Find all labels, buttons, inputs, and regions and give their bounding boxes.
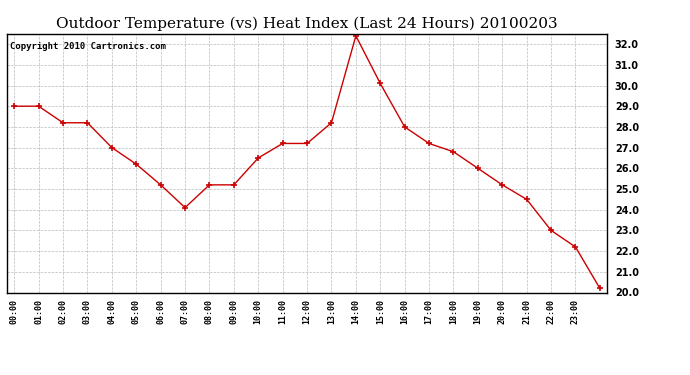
Title: Outdoor Temperature (vs) Heat Index (Last 24 Hours) 20100203: Outdoor Temperature (vs) Heat Index (Las… <box>57 17 558 31</box>
Text: Copyright 2010 Cartronics.com: Copyright 2010 Cartronics.com <box>10 42 166 51</box>
